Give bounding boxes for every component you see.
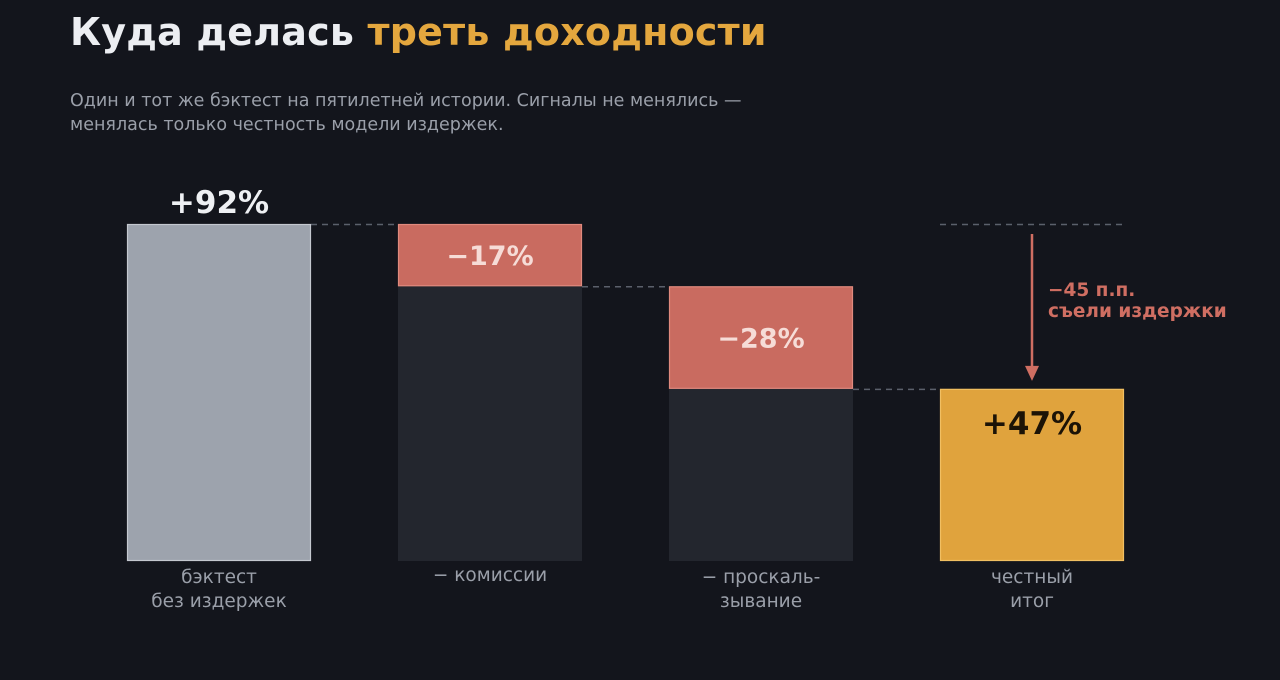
page-subtitle: Один и тот же бэктест на пятилетней исто… [70, 89, 741, 137]
cost-bar-2 [668, 286, 854, 389]
ghost-bar-3 [669, 388, 853, 561]
gross-bar [126, 223, 312, 562]
title-accent: треть доходности [367, 10, 767, 54]
page-title: Куда делась треть доходности [70, 10, 767, 54]
category-label-3-line-1: − проскаль- [702, 567, 821, 588]
annotation-text-line-1: −45 п.п. [1048, 280, 1135, 301]
subtitle-line-2: менялась только честность модели издерже… [70, 115, 504, 135]
category-label-4-line-2: итог [1010, 591, 1054, 612]
category-label-2-line-1: − комиссии [433, 565, 547, 586]
value-label-2: −17% [446, 241, 533, 272]
value-label-3: −28% [717, 324, 804, 355]
annotation-text-line-2: съели издержки [1048, 301, 1227, 322]
category-label-1-line-1: бэктест [181, 567, 257, 588]
net-bar [939, 388, 1125, 562]
value-label-1: +92% [169, 185, 269, 221]
ghost-bar-2 [398, 286, 582, 561]
annotation-arrow-head [1025, 365, 1039, 381]
category-label-1-line-2: без издержек [151, 591, 287, 612]
title-main: Куда делась [70, 10, 355, 54]
cost-bar-1 [397, 223, 583, 287]
category-label-3-line-2: зывание [720, 591, 802, 612]
value-label-4: +47% [982, 406, 1082, 442]
category-label-4-line-1: честный [991, 567, 1073, 588]
subtitle-line-1: Один и тот же бэктест на пятилетней исто… [70, 91, 742, 111]
